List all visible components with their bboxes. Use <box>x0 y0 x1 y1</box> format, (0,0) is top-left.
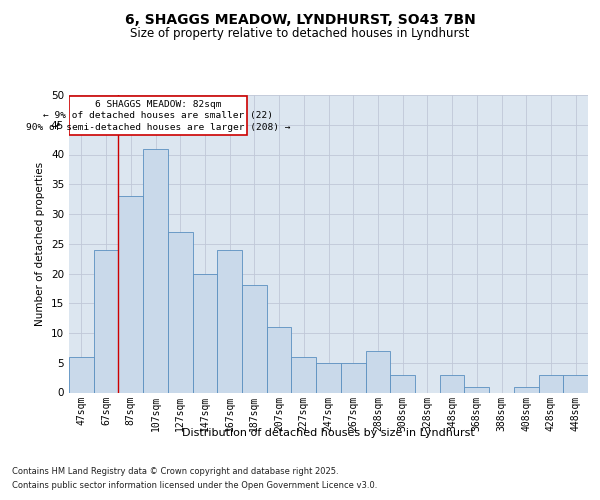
Bar <box>365 351 390 393</box>
Bar <box>217 250 242 392</box>
Text: 6 SHAGGS MEADOW: 82sqm
← 9% of detached houses are smaller (22)
90% of semi-deta: 6 SHAGGS MEADOW: 82sqm ← 9% of detached … <box>26 100 290 132</box>
Bar <box>341 363 365 392</box>
Bar <box>69 357 94 392</box>
Bar <box>316 363 341 392</box>
Text: Contains public sector information licensed under the Open Government Licence v3: Contains public sector information licen… <box>12 481 377 490</box>
Bar <box>514 386 539 392</box>
Y-axis label: Number of detached properties: Number of detached properties <box>35 162 46 326</box>
Bar <box>464 386 489 392</box>
Bar <box>242 286 267 393</box>
Bar <box>539 374 563 392</box>
Bar <box>168 232 193 392</box>
Bar <box>267 327 292 392</box>
Text: Size of property relative to detached houses in Lyndhurst: Size of property relative to detached ho… <box>130 28 470 40</box>
Bar <box>193 274 217 392</box>
Bar <box>390 374 415 392</box>
Text: Distribution of detached houses by size in Lyndhurst: Distribution of detached houses by size … <box>182 428 475 438</box>
Text: 6, SHAGGS MEADOW, LYNDHURST, SO43 7BN: 6, SHAGGS MEADOW, LYNDHURST, SO43 7BN <box>125 12 475 26</box>
Bar <box>143 148 168 392</box>
Bar <box>94 250 118 392</box>
Bar <box>563 374 588 392</box>
Text: Contains HM Land Registry data © Crown copyright and database right 2025.: Contains HM Land Registry data © Crown c… <box>12 467 338 476</box>
Bar <box>118 196 143 392</box>
Bar <box>292 357 316 392</box>
Bar <box>440 374 464 392</box>
Bar <box>69 96 247 136</box>
